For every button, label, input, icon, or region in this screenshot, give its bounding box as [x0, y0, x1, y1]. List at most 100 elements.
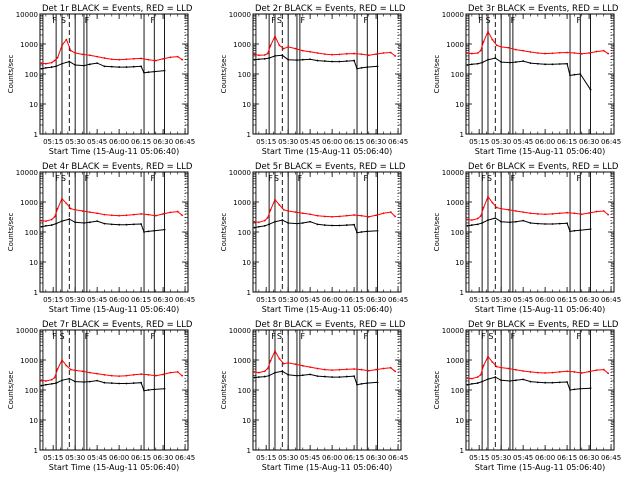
- events-point: [569, 389, 571, 391]
- y-tick-label: 100: [238, 71, 251, 79]
- lld-point: [466, 52, 469, 54]
- y-tick-label: 1000: [446, 357, 464, 365]
- lld-point: [602, 210, 605, 212]
- lld-point: [88, 371, 91, 374]
- x-tick-label: 06:00: [109, 138, 129, 146]
- events-point: [83, 64, 85, 67]
- events-point: [50, 66, 53, 68]
- y-axis-label: Counts/sec: [433, 55, 441, 94]
- x-tick-label: 05:30: [278, 454, 298, 462]
- flag-label: S: [485, 16, 490, 25]
- lld-point: [338, 53, 341, 56]
- events-point: [589, 88, 592, 91]
- events-point: [494, 376, 497, 378]
- lld-point: [40, 62, 43, 65]
- events-point: [257, 225, 260, 228]
- flag-label: S: [487, 174, 492, 183]
- events-point: [466, 383, 469, 386]
- x-tick-label: 06:30: [579, 296, 599, 304]
- x-tick-label: 05:15: [469, 138, 489, 146]
- events-point: [143, 389, 145, 392]
- lld-point: [269, 359, 272, 362]
- lld-point: [154, 214, 157, 217]
- lld-point: [69, 368, 72, 371]
- lld-point: [479, 373, 482, 376]
- x-tick-label: 06:30: [153, 296, 173, 304]
- events-point: [132, 65, 135, 68]
- y-tick-label: 10000: [442, 11, 464, 19]
- y-tick-label: 100: [25, 387, 38, 395]
- x-tick-label: 06:15: [557, 138, 577, 146]
- lld-point: [125, 58, 128, 61]
- lld-point: [394, 215, 397, 218]
- lld-point: [345, 52, 348, 55]
- y-tick-label: 1000: [446, 41, 464, 49]
- events-point: [331, 376, 334, 378]
- lld-series-line: [254, 198, 396, 223]
- lld-point: [500, 207, 503, 210]
- lld-point: [495, 44, 498, 47]
- lld-point: [529, 212, 532, 215]
- x-tick-label: 06:45: [175, 454, 195, 462]
- lld-point: [382, 212, 385, 215]
- lld-point: [181, 374, 184, 377]
- x-tick-label: 06:45: [175, 138, 195, 146]
- events-point: [509, 380, 511, 382]
- lld-point: [301, 364, 304, 367]
- lld-point: [181, 214, 184, 217]
- events-point: [566, 222, 569, 225]
- lld-point: [375, 368, 377, 371]
- flag-label: S: [61, 16, 66, 25]
- lld-series-line: [467, 355, 609, 380]
- lld-point: [169, 211, 172, 214]
- events-point: [573, 229, 576, 232]
- y-tick-label: 1: [247, 289, 251, 297]
- panel-det-6: Det 6r BLACK = Events, RED = LLD 1 10 100 10…: [433, 162, 621, 314]
- y-tick-label: 10000: [229, 327, 251, 335]
- events-point: [103, 222, 106, 225]
- y-tick-label: 1000: [233, 199, 251, 207]
- events-point: [353, 59, 356, 62]
- lld-point: [176, 210, 179, 213]
- x-axis-label: Start Time (15-Aug-11 05:06:40): [262, 147, 393, 156]
- y-axis-label: Counts/sec: [7, 213, 15, 252]
- lld-point: [176, 55, 179, 58]
- lld-point: [566, 370, 569, 373]
- panel-det-3: Det 3r BLACK = Events, RED = LLD 1 10 100 10…: [433, 4, 621, 156]
- lld-point: [495, 206, 498, 209]
- x-tick-label: 06:00: [535, 454, 555, 462]
- events-point: [301, 222, 304, 224]
- events-point: [476, 223, 479, 226]
- events-point: [68, 377, 71, 380]
- lld-point: [588, 370, 590, 373]
- lld-point: [466, 218, 469, 221]
- lld-point: [257, 221, 260, 224]
- events-point: [573, 388, 576, 391]
- x-tick-label: 06:45: [175, 296, 195, 304]
- lld-series-line: [41, 197, 183, 222]
- events-point: [544, 223, 547, 225]
- lld-point: [287, 362, 290, 364]
- events-point: [579, 229, 582, 232]
- events-point: [287, 222, 290, 224]
- lld-point: [607, 213, 610, 216]
- lld-point: [294, 363, 297, 366]
- lld-point: [61, 197, 63, 200]
- events-point: [88, 63, 91, 66]
- lld-point: [269, 208, 272, 211]
- lld-point: [558, 212, 561, 215]
- x-axis-label: Start Time (15-Aug-11 05:06:40): [49, 463, 180, 472]
- events-point: [551, 63, 554, 66]
- lld-point: [487, 30, 489, 33]
- lld-point: [110, 374, 113, 377]
- flag-label: F: [298, 174, 303, 183]
- lld-point: [522, 211, 525, 214]
- events-point: [522, 60, 525, 62]
- lld-point: [147, 213, 150, 216]
- x-tick-label: 05:15: [43, 138, 63, 146]
- lld-point: [522, 370, 525, 372]
- lld-point: [470, 52, 473, 55]
- events-point: [353, 375, 356, 378]
- events-point: [55, 65, 58, 68]
- flag-label: S: [274, 174, 279, 183]
